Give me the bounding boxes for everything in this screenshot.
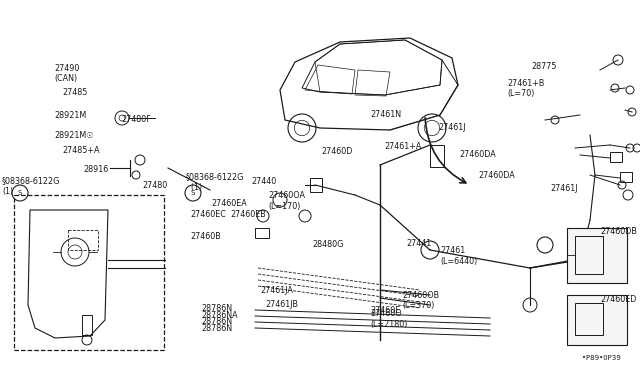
Text: S: S [191, 190, 195, 196]
Bar [567, 228, 627, 283]
Text: 27460EB: 27460EB [230, 210, 266, 219]
Text: 28786NA: 28786NA [202, 311, 238, 320]
Bar [14, 195, 164, 350]
Text: 27460OA
(L=170): 27460OA (L=170) [269, 191, 306, 211]
Text: 27461+B
(L=70): 27461+B (L=70) [508, 79, 545, 98]
Text: 27490
(CAN): 27490 (CAN) [54, 64, 80, 83]
Text: 28775: 28775 [531, 62, 557, 71]
Text: 27461J: 27461J [438, 124, 466, 132]
Text: 27460DA: 27460DA [479, 171, 515, 180]
Text: 27485: 27485 [62, 88, 88, 97]
Text: 28921M: 28921M [54, 111, 86, 120]
Text: 28916: 28916 [83, 165, 108, 174]
Bar [575, 303, 603, 335]
Text: 27460DA: 27460DA [460, 150, 496, 159]
Text: 27480F: 27480F [122, 115, 151, 124]
Text: 27460E: 27460E [370, 306, 400, 315]
Bar [430, 145, 444, 167]
Text: 27461J: 27461J [550, 185, 578, 193]
Text: S: S [18, 190, 22, 196]
Text: 28480G: 28480G [312, 240, 344, 249]
Text: 27485+A: 27485+A [62, 146, 100, 155]
Text: 27461JB: 27461JB [266, 300, 299, 309]
Text: 27461N: 27461N [370, 110, 401, 119]
Bar [567, 295, 627, 345]
Text: 27460DB: 27460DB [600, 228, 637, 237]
Text: §08368-6122G
  (1): §08368-6122G (1) [186, 173, 244, 192]
Text: 27460D: 27460D [321, 147, 353, 156]
Text: 27460EC: 27460EC [191, 210, 227, 219]
Text: 27460O
(L=2180): 27460O (L=2180) [370, 310, 407, 329]
Bar [575, 236, 603, 274]
Text: •P89•0P39: •P89•0P39 [582, 355, 621, 361]
Text: 27461+A: 27461+A [384, 142, 421, 151]
Bar [310, 178, 322, 192]
Bar [620, 172, 632, 182]
Text: 28921M☉: 28921M☉ [54, 131, 94, 140]
Text: 27480: 27480 [142, 181, 167, 190]
Bar [68, 230, 98, 250]
Text: 28786N: 28786N [202, 324, 233, 333]
Text: §08368-6122G
(1): §08368-6122G (1) [2, 176, 60, 196]
Text: 27460OB
(L=370): 27460OB (L=370) [402, 291, 439, 310]
Text: 27461JA: 27461JA [260, 286, 293, 295]
Bar [82, 315, 92, 335]
Text: 27460ED: 27460ED [600, 295, 636, 304]
Text: 27461
(L=6440): 27461 (L=6440) [440, 246, 477, 266]
Text: 28786N: 28786N [202, 317, 233, 326]
Bar [255, 228, 269, 238]
Text: 28786N: 28786N [202, 304, 233, 313]
Text: 27441: 27441 [406, 239, 431, 248]
Text: 27460B: 27460B [191, 232, 221, 241]
Text: 27440: 27440 [252, 177, 276, 186]
Text: 27460EA: 27460EA [211, 199, 247, 208]
Bar [610, 152, 622, 162]
